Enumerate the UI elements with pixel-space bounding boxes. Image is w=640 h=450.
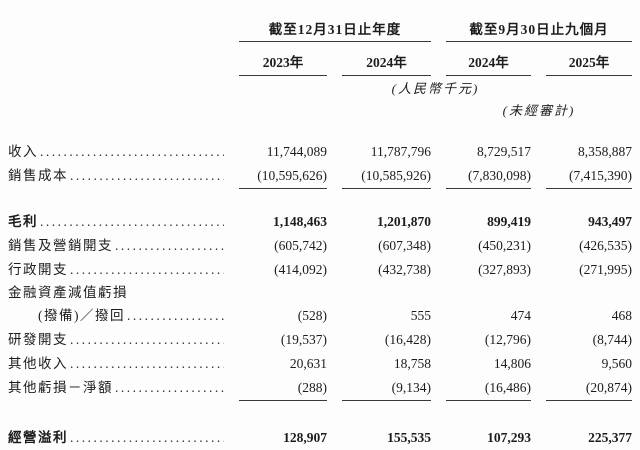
cell-value: (12,796) bbox=[484, 332, 531, 347]
cell-value: 943,497 bbox=[588, 214, 632, 229]
table-row: 金融資產減值虧損 bbox=[8, 282, 632, 304]
cell-value: 11,787,796 bbox=[370, 144, 431, 159]
dot-leader: ........................................… bbox=[115, 380, 224, 395]
cell-value: (7,415,390) bbox=[546, 164, 632, 189]
table-row: (撥備)／撥回.................................… bbox=[8, 304, 632, 328]
row-label-text: (撥備)／撥回 bbox=[38, 308, 125, 323]
cell-value: 555 bbox=[410, 308, 431, 323]
cell-value: (9,134) bbox=[342, 376, 431, 401]
row-label-text: 收入 bbox=[8, 144, 38, 159]
cell-value: 8,729,517 bbox=[477, 144, 531, 159]
row-label-text: 毛利 bbox=[8, 214, 38, 229]
dot-leader: ........................................… bbox=[40, 144, 224, 159]
table-body: 收入......................................… bbox=[8, 140, 632, 450]
cell-value: 14,806 bbox=[493, 356, 531, 371]
row-label-text: 金融資產減值虧損 bbox=[8, 285, 128, 300]
cell-value: (414,092) bbox=[274, 262, 327, 277]
row-label: (撥備)／撥回.................................… bbox=[8, 304, 224, 328]
year-column-header-2024-interim: 2024年 bbox=[446, 51, 531, 76]
cell-value: (20,874) bbox=[546, 376, 632, 401]
row-label-text: 銷售及營銷開支 bbox=[8, 238, 113, 253]
row-label: 研發開支....................................… bbox=[8, 328, 224, 352]
row-label-text: 研發開支 bbox=[8, 332, 68, 347]
cell-value: (271,995) bbox=[579, 262, 632, 277]
cell-value: 18,758 bbox=[393, 356, 431, 371]
cell-value: (450,231) bbox=[478, 238, 531, 253]
period-header-annual-label: 截至12月31日止年度 bbox=[268, 21, 402, 37]
dot-leader: ........................................… bbox=[70, 356, 224, 371]
cell-value: (327,893) bbox=[478, 262, 531, 277]
cell-value: (426,535) bbox=[579, 238, 632, 253]
dot-leader: ........................................… bbox=[127, 308, 224, 323]
currency-note: (人民幣千元) bbox=[391, 80, 480, 96]
dot-leader: ........................................… bbox=[70, 262, 224, 277]
table-row: 銷售成本....................................… bbox=[8, 164, 632, 189]
cell-value: (607,348) bbox=[378, 238, 431, 253]
cell-value: 20,631 bbox=[289, 356, 327, 371]
row-label: 銷售成本....................................… bbox=[8, 164, 224, 188]
cell-value: 8,358,887 bbox=[578, 144, 632, 159]
cell-value: 225,377 bbox=[588, 430, 632, 445]
period-header-annual: 截至12月31日止年度 bbox=[239, 22, 431, 42]
dot-leader: ........................................… bbox=[115, 238, 224, 253]
cell-value: (288) bbox=[239, 376, 327, 401]
cell-value: (432,738) bbox=[378, 262, 431, 277]
row-label: 其他收入....................................… bbox=[8, 352, 224, 376]
cell-value: (7,830,098) bbox=[446, 164, 531, 189]
year-column-header-2025: 2025年 bbox=[546, 51, 632, 76]
table-row: 其他虧損－淨額.................................… bbox=[8, 376, 632, 401]
row-label-text: 經營溢利 bbox=[8, 430, 68, 445]
unaudited-note: (未經審計) bbox=[502, 102, 576, 118]
cell-value: 11,744,089 bbox=[266, 144, 327, 159]
cell-value: (528) bbox=[297, 308, 327, 323]
row-label: 金融資產減值虧損 bbox=[8, 282, 224, 304]
cell-value: 1,148,463 bbox=[273, 214, 327, 229]
row-label-text: 其他收入 bbox=[8, 356, 68, 371]
cell-value: (605,742) bbox=[274, 238, 327, 253]
cell-value: (19,537) bbox=[280, 332, 327, 347]
period-header-interim: 截至9月30日止九個月 bbox=[446, 22, 632, 42]
row-label: 經營溢利....................................… bbox=[8, 426, 224, 450]
year-column-header-2023: 2023年 bbox=[239, 51, 327, 76]
table-row: 銷售及營銷開支.................................… bbox=[8, 234, 632, 258]
table-row: 行政開支....................................… bbox=[8, 258, 632, 282]
dot-leader: ........................................… bbox=[70, 168, 224, 183]
cell-value: (16,428) bbox=[384, 332, 431, 347]
row-label: 毛利......................................… bbox=[8, 210, 224, 234]
table-row: 研發開支....................................… bbox=[8, 328, 632, 352]
table-row: 收入......................................… bbox=[8, 140, 632, 164]
cell-value: (16,486) bbox=[446, 376, 531, 401]
year-header-row: 2023年 2024年 2024年 2025年 bbox=[8, 50, 632, 76]
row-label-text: 其他虧損－淨額 bbox=[8, 380, 113, 395]
cell-value: 128,907 bbox=[283, 430, 327, 445]
cell-value: (8,744) bbox=[592, 332, 632, 347]
row-label-text: 銷售成本 bbox=[8, 168, 68, 183]
cell-value: 474 bbox=[510, 308, 531, 323]
dot-leader: ........................................… bbox=[70, 430, 224, 445]
period-header-interim-label: 截至9月30日止九個月 bbox=[469, 21, 609, 37]
row-label: 銷售及營銷開支.................................… bbox=[8, 234, 224, 258]
cell-value: 9,560 bbox=[601, 356, 632, 371]
cell-value: 468 bbox=[611, 308, 632, 323]
cell-value: (10,595,626) bbox=[239, 164, 327, 189]
row-label: 行政開支....................................… bbox=[8, 258, 224, 282]
row-label: 其他虧損－淨額.................................… bbox=[8, 376, 224, 400]
row-label: 收入......................................… bbox=[8, 140, 224, 164]
cell-value: 899,419 bbox=[487, 214, 531, 229]
period-header-row: 截至12月31日止年度 截至9月30日止九個月 bbox=[8, 16, 632, 42]
cell-value: 1,201,870 bbox=[377, 214, 431, 229]
table-row: 其他收入....................................… bbox=[8, 352, 632, 376]
year-column-header-2024: 2024年 bbox=[342, 51, 431, 76]
cell-value: (10,585,926) bbox=[342, 164, 431, 189]
currency-note-row: (人民幣千元) bbox=[8, 76, 632, 98]
cell-value: 155,535 bbox=[387, 430, 431, 445]
table-row: 毛利......................................… bbox=[8, 210, 632, 234]
dot-leader: ........................................… bbox=[70, 332, 224, 347]
table-row: 經營溢利....................................… bbox=[8, 426, 632, 450]
cell-value: 107,293 bbox=[487, 430, 531, 445]
dot-leader: ........................................… bbox=[40, 214, 224, 229]
row-label-text: 行政開支 bbox=[8, 262, 68, 277]
unaudited-note-row: (未經審計) bbox=[8, 98, 632, 120]
